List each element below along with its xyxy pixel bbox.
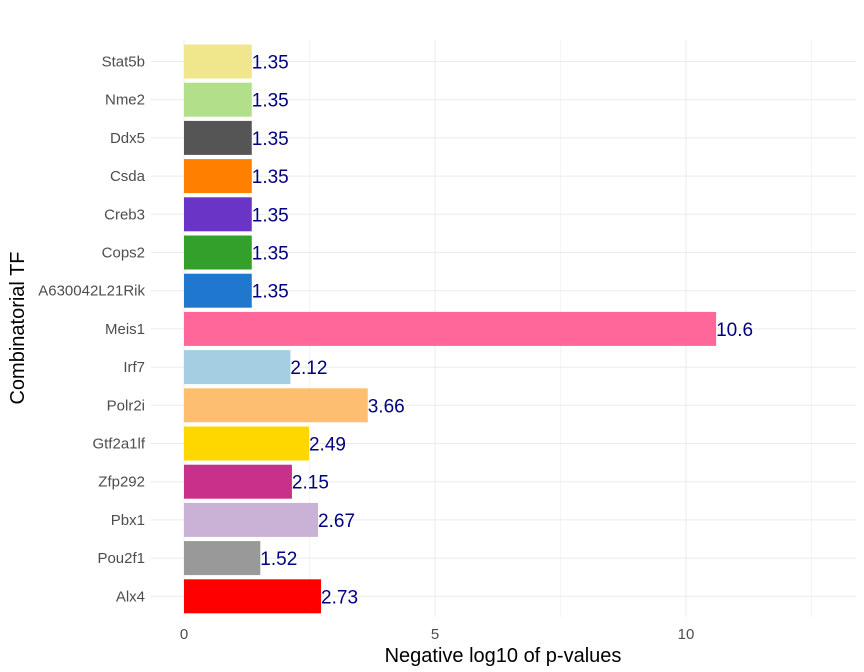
category-label: Pou2f1 bbox=[97, 550, 145, 567]
category-label: Zfp292 bbox=[98, 474, 145, 491]
bar-irf7 bbox=[184, 350, 291, 385]
data-label: 2.73 bbox=[321, 587, 358, 608]
category-label: A630042L21Rik bbox=[38, 283, 145, 300]
data-label: 1.35 bbox=[252, 129, 289, 150]
category-label: Csda bbox=[110, 168, 146, 185]
bars-group bbox=[184, 44, 717, 614]
category-label: Pbx1 bbox=[111, 512, 145, 529]
category-label: Irf7 bbox=[123, 359, 145, 376]
data-label: 10.6 bbox=[716, 320, 753, 341]
bar-zfp292 bbox=[184, 464, 292, 499]
data-label: 2.12 bbox=[290, 358, 327, 379]
bar-pou2f1 bbox=[184, 541, 261, 576]
y-axis-title: Combinatorial TF bbox=[7, 251, 29, 404]
category-label: Polr2i bbox=[107, 397, 145, 414]
bar-creb3 bbox=[184, 197, 252, 232]
bar-pbx1 bbox=[184, 502, 319, 537]
category-label: Stat5b bbox=[102, 54, 145, 71]
x-tick-label: 10 bbox=[678, 626, 695, 643]
category-label: Alx4 bbox=[116, 588, 145, 605]
data-label: 1.35 bbox=[252, 282, 289, 303]
x-tick-label: 5 bbox=[431, 626, 439, 643]
data-label: 1.35 bbox=[252, 167, 289, 188]
data-label: 3.66 bbox=[368, 396, 405, 417]
bar-a630042l21rik bbox=[184, 273, 252, 308]
data-label: 1.35 bbox=[252, 244, 289, 265]
category-label: Cops2 bbox=[102, 245, 145, 262]
x-axis-title: Negative log10 of p-values bbox=[385, 645, 622, 667]
category-label: Meis1 bbox=[105, 321, 145, 338]
data-label: 2.49 bbox=[309, 435, 346, 456]
bar-polr2i bbox=[184, 388, 368, 423]
bar-cops2 bbox=[184, 235, 252, 270]
data-label: 1.35 bbox=[252, 53, 289, 74]
bar-ddx5 bbox=[184, 120, 252, 155]
data-label: 1.52 bbox=[260, 549, 297, 570]
bar-meis1 bbox=[184, 311, 717, 346]
category-label: Ddx5 bbox=[110, 130, 145, 147]
data-label: 2.67 bbox=[318, 511, 355, 532]
bar-gtf2a1lf bbox=[184, 426, 309, 461]
bar-csda bbox=[184, 159, 252, 194]
category-labels: Stat5b Nme2 Ddx5 Csda Creb3 Cops2 A630042L21Ri… bbox=[38, 54, 146, 606]
category-label: Nme2 bbox=[105, 92, 145, 109]
x-tick-label: 0 bbox=[180, 626, 188, 643]
value-labels: 1.35 1.35 1.35 1.35 1.35 1.35 1.35 10.6 2.12 3.66… bbox=[252, 53, 753, 609]
category-label: Creb3 bbox=[104, 206, 145, 223]
data-label: 2.15 bbox=[292, 473, 329, 494]
x-tick-labels: 0 5 10 bbox=[180, 626, 695, 643]
category-label: Gtf2a1lf bbox=[92, 436, 145, 453]
bar-stat5b bbox=[184, 44, 252, 79]
bar-nme2 bbox=[184, 82, 252, 117]
data-label: 1.35 bbox=[252, 91, 289, 112]
bar-alx4 bbox=[184, 579, 322, 614]
data-label: 1.35 bbox=[252, 205, 289, 226]
